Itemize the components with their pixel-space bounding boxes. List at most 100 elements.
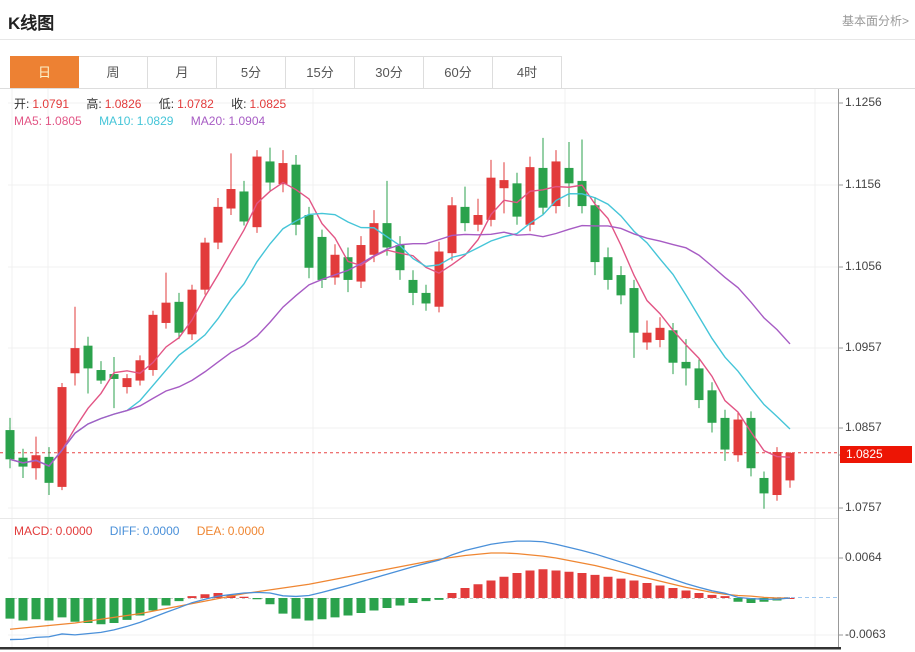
tab-month[interactable]: 月 [148,56,217,89]
macd-axis-label-2: -0.0063 [845,627,886,641]
candle-body [512,183,522,217]
macd-bar [551,570,561,598]
tab-30min[interactable]: 30分 [355,56,424,89]
diff-line [9,540,791,641]
candle-body [759,477,769,494]
low-label: 低: [158,97,175,111]
candle-body [538,167,548,208]
macd-bar [18,598,28,621]
candle-body [382,223,392,248]
macd-bar [408,598,418,603]
tab-day[interactable]: 日 [10,56,79,89]
macd-bar [161,598,171,606]
y-axis-label-6: 1.0757 [845,500,882,514]
tab-4hour[interactable]: 4时 [493,56,562,89]
macd-bar [395,598,405,606]
macd-bar [369,598,379,611]
ma20-value: 1.0904 [228,114,266,128]
candle-body [148,314,158,371]
macd-bar [629,580,639,598]
candle-body [18,457,28,467]
macd-bar [486,580,496,598]
macd-bar [291,598,301,619]
macd-bar [57,598,67,618]
open-label: 开: [14,97,30,111]
candle-body [707,390,717,423]
ma-lines [9,181,791,467]
macd-legend: MACD: 0.0000 DIFF: 0.0000 DEA: 0.0000 [14,524,267,538]
macd-bar [96,598,106,625]
candle-body [460,206,470,224]
candle-body [447,205,457,254]
ma20-line [9,224,791,467]
candle-body [603,257,613,280]
grid-lines [0,89,838,648]
candle-body [733,419,743,456]
candle-body [343,257,353,280]
ma20-label: MA20: [190,114,226,128]
macd-bar [83,598,93,623]
candle-body [694,368,704,401]
fundamental-analysis-link[interactable]: 基本面分析> [841,14,909,28]
tab-60min[interactable]: 60分 [424,56,493,89]
candle-body [174,301,184,333]
candle-body [785,452,795,481]
tab-15min[interactable]: 15分 [286,56,355,89]
candle-body [44,456,54,483]
macd-bar [109,598,119,623]
macd-bar [525,570,535,598]
titlebar: K线图 基本面分析> [0,0,915,40]
macd-bar [317,598,327,620]
ohlc-legend: 开: 1.0791 高: 1.0826 低: 1.0782 收: 1.0825 [14,95,289,112]
page-title: K线图 [8,14,55,33]
candle-body [746,417,756,469]
tab-week[interactable]: 周 [79,56,148,89]
candle-body [265,161,275,183]
candle-body [499,180,509,189]
tabbar-underline [0,88,915,89]
candle-body [473,215,483,225]
candle-body [213,206,223,243]
y-axis-label-4: 1.0957 [845,340,882,354]
macd-bar [460,588,470,598]
tab-5min[interactable]: 5分 [217,56,286,89]
diff-label: DIFF: [109,524,140,538]
diff-value: 0.0000 [142,524,180,538]
y-axis-label-1: 1.1256 [845,95,882,109]
candle-body [772,451,782,496]
candle-body [629,288,639,333]
macd-bar [330,598,340,618]
candle-body [226,189,236,209]
macd-bar [733,598,743,602]
candle-body [720,417,730,450]
macd-histogram [5,569,795,625]
macd-bar [31,598,41,620]
macd-bar [122,598,132,620]
dea-value: 0.0000 [227,524,265,538]
candle-body [278,163,288,185]
macd-bar [577,573,587,598]
candle-body [564,167,574,184]
candle-body [200,242,210,290]
candle-body [304,215,314,268]
macd-bar [434,598,444,600]
macd-bar [655,585,665,598]
macd-bar [681,590,691,598]
close-value: 1.0825 [249,97,287,111]
macd-bar [473,584,483,598]
macd-bar [707,594,717,598]
macd-bar [135,598,145,616]
macd-bar [239,596,249,598]
macd-bar [720,596,730,598]
dea-line [9,552,790,630]
candle-body [252,156,262,228]
candle-body [655,327,665,340]
bottom-frame [0,647,841,650]
macd-bar [746,598,756,603]
y-axis-label-5: 1.0857 [845,420,882,434]
ma5-label: MA5: [14,114,43,128]
candle-body [668,330,678,363]
macd-bar [642,583,652,598]
candle-body [681,361,691,369]
